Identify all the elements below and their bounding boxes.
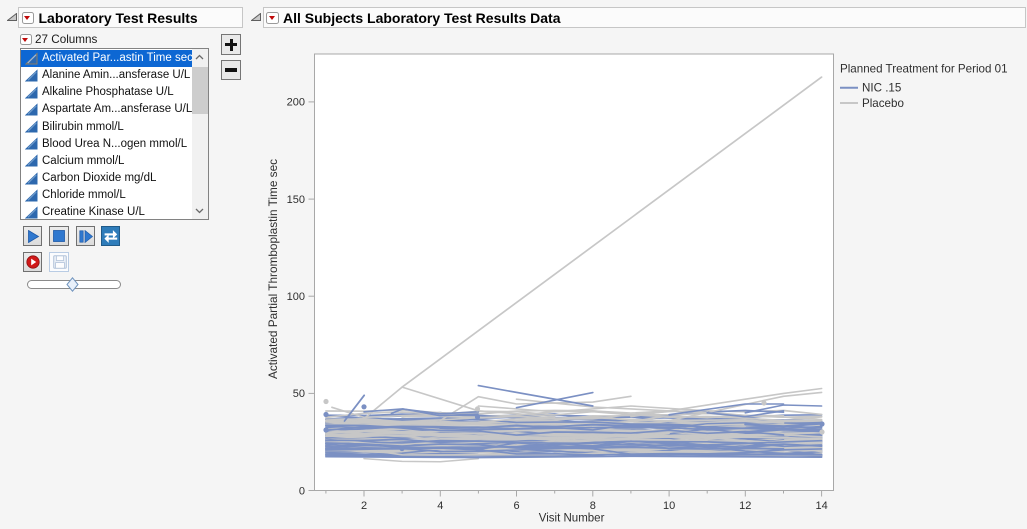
- svg-text:12: 12: [739, 500, 751, 512]
- svg-text:200: 200: [287, 97, 305, 109]
- svg-text:8: 8: [590, 500, 596, 512]
- svg-text:10: 10: [663, 500, 675, 512]
- svg-text:0: 0: [299, 485, 305, 497]
- svg-text:50: 50: [293, 388, 305, 400]
- svg-text:4: 4: [437, 500, 443, 512]
- svg-text:100: 100: [287, 291, 305, 303]
- svg-text:Visit Number: Visit Number: [539, 513, 605, 525]
- svg-text:Activated Partial Thromboplast: Activated Partial Thromboplastin Time se…: [266, 159, 280, 379]
- svg-text:2: 2: [361, 500, 367, 512]
- svg-text:NIC .15: NIC .15: [862, 82, 901, 95]
- svg-text:Planned Treatment for Period 0: Planned Treatment for Period 01: [840, 63, 1008, 76]
- svg-text:Placebo: Placebo: [862, 97, 904, 110]
- svg-text:14: 14: [815, 500, 827, 512]
- svg-text:6: 6: [513, 500, 519, 512]
- svg-text:150: 150: [287, 194, 305, 206]
